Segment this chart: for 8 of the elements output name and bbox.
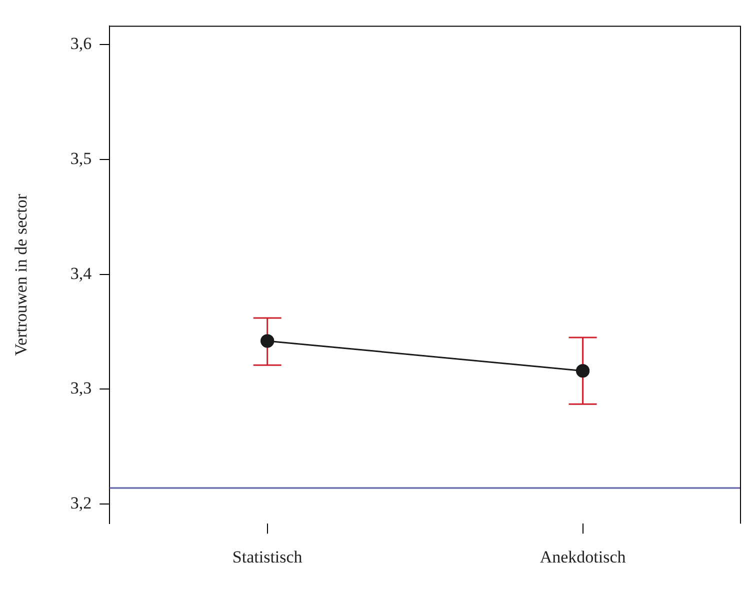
y-tick-label: 3,4: [70, 264, 92, 283]
y-tick-label: 3,5: [70, 148, 92, 168]
x-tick-label: Statistisch: [232, 547, 303, 566]
y-tick-label: 3,2: [70, 494, 92, 513]
y-tick-label: 3,3: [70, 378, 92, 398]
y-tick-label: 3,6: [70, 34, 92, 54]
x-tick-label: Anekdotisch: [540, 547, 626, 566]
y-axis-title: Vertrouwen in de sector: [12, 194, 31, 356]
